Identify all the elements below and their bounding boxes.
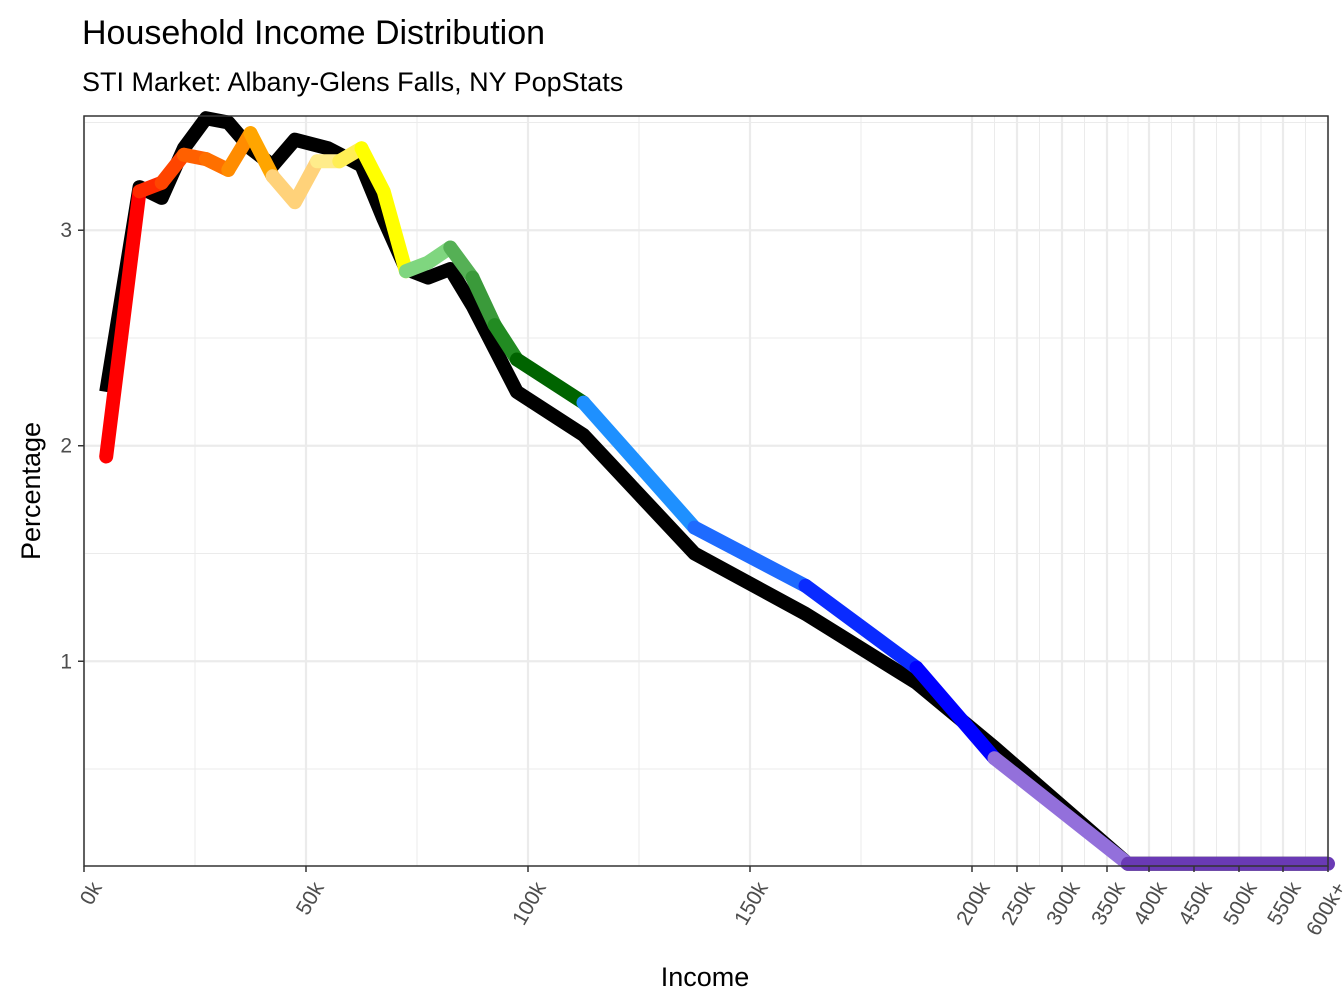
x-tick-label: 550k xyxy=(1263,878,1306,929)
color-segment-6 xyxy=(243,126,280,184)
x-tick-label: 0k xyxy=(76,878,107,909)
color-segment-16 xyxy=(576,395,702,535)
color-segment-11 xyxy=(398,240,458,279)
x-axis-ticks: 0k 50k 100k 150k 200k 250k 300k 350k 400k 450k 500… xyxy=(76,866,1344,940)
x-tick-label: 50k xyxy=(292,878,329,919)
color-segment-13 xyxy=(465,270,502,333)
x-tick-label: 100k xyxy=(508,878,551,929)
color-segment-15 xyxy=(509,352,591,410)
y-tick-label: 3 xyxy=(60,219,72,242)
x-tick-label: 150k xyxy=(730,878,773,929)
y-axis-title: Percentage xyxy=(16,422,46,560)
x-tick-label: 400k xyxy=(1129,878,1172,929)
chart-title: Household Income Distribution xyxy=(82,14,545,52)
y-tick-label: 2 xyxy=(60,435,72,458)
color-segment-18 xyxy=(798,578,924,675)
plot-panel-border xyxy=(83,115,1329,867)
color-segment-19 xyxy=(909,660,1002,766)
color-segment-10 xyxy=(354,141,413,279)
color-segment-0 xyxy=(99,184,147,464)
highlight-series xyxy=(99,126,1335,871)
x-tick-label: 200k xyxy=(952,878,995,929)
x-tick-label: 600k+ xyxy=(1302,878,1344,940)
y-axis-ticks: 1 2 3 xyxy=(60,219,84,673)
x-axis-title: Income xyxy=(661,962,750,992)
plot-grid xyxy=(82,116,1330,866)
color-segment-20 xyxy=(987,751,1135,871)
color-segment-7 xyxy=(265,154,325,210)
chart-subtitle: STI Market: Albany-Glens Falls, NY PopSt… xyxy=(82,67,623,97)
x-tick-label: 500k xyxy=(1219,878,1262,929)
y-tick-label: 1 xyxy=(60,650,72,673)
x-tick-label: 450k xyxy=(1174,878,1217,929)
x-tick-label: 350k xyxy=(1087,878,1130,929)
x-tick-label: 250k xyxy=(997,878,1040,929)
x-tick-label: 300k xyxy=(1042,878,1085,929)
color-segment-17 xyxy=(687,520,813,593)
